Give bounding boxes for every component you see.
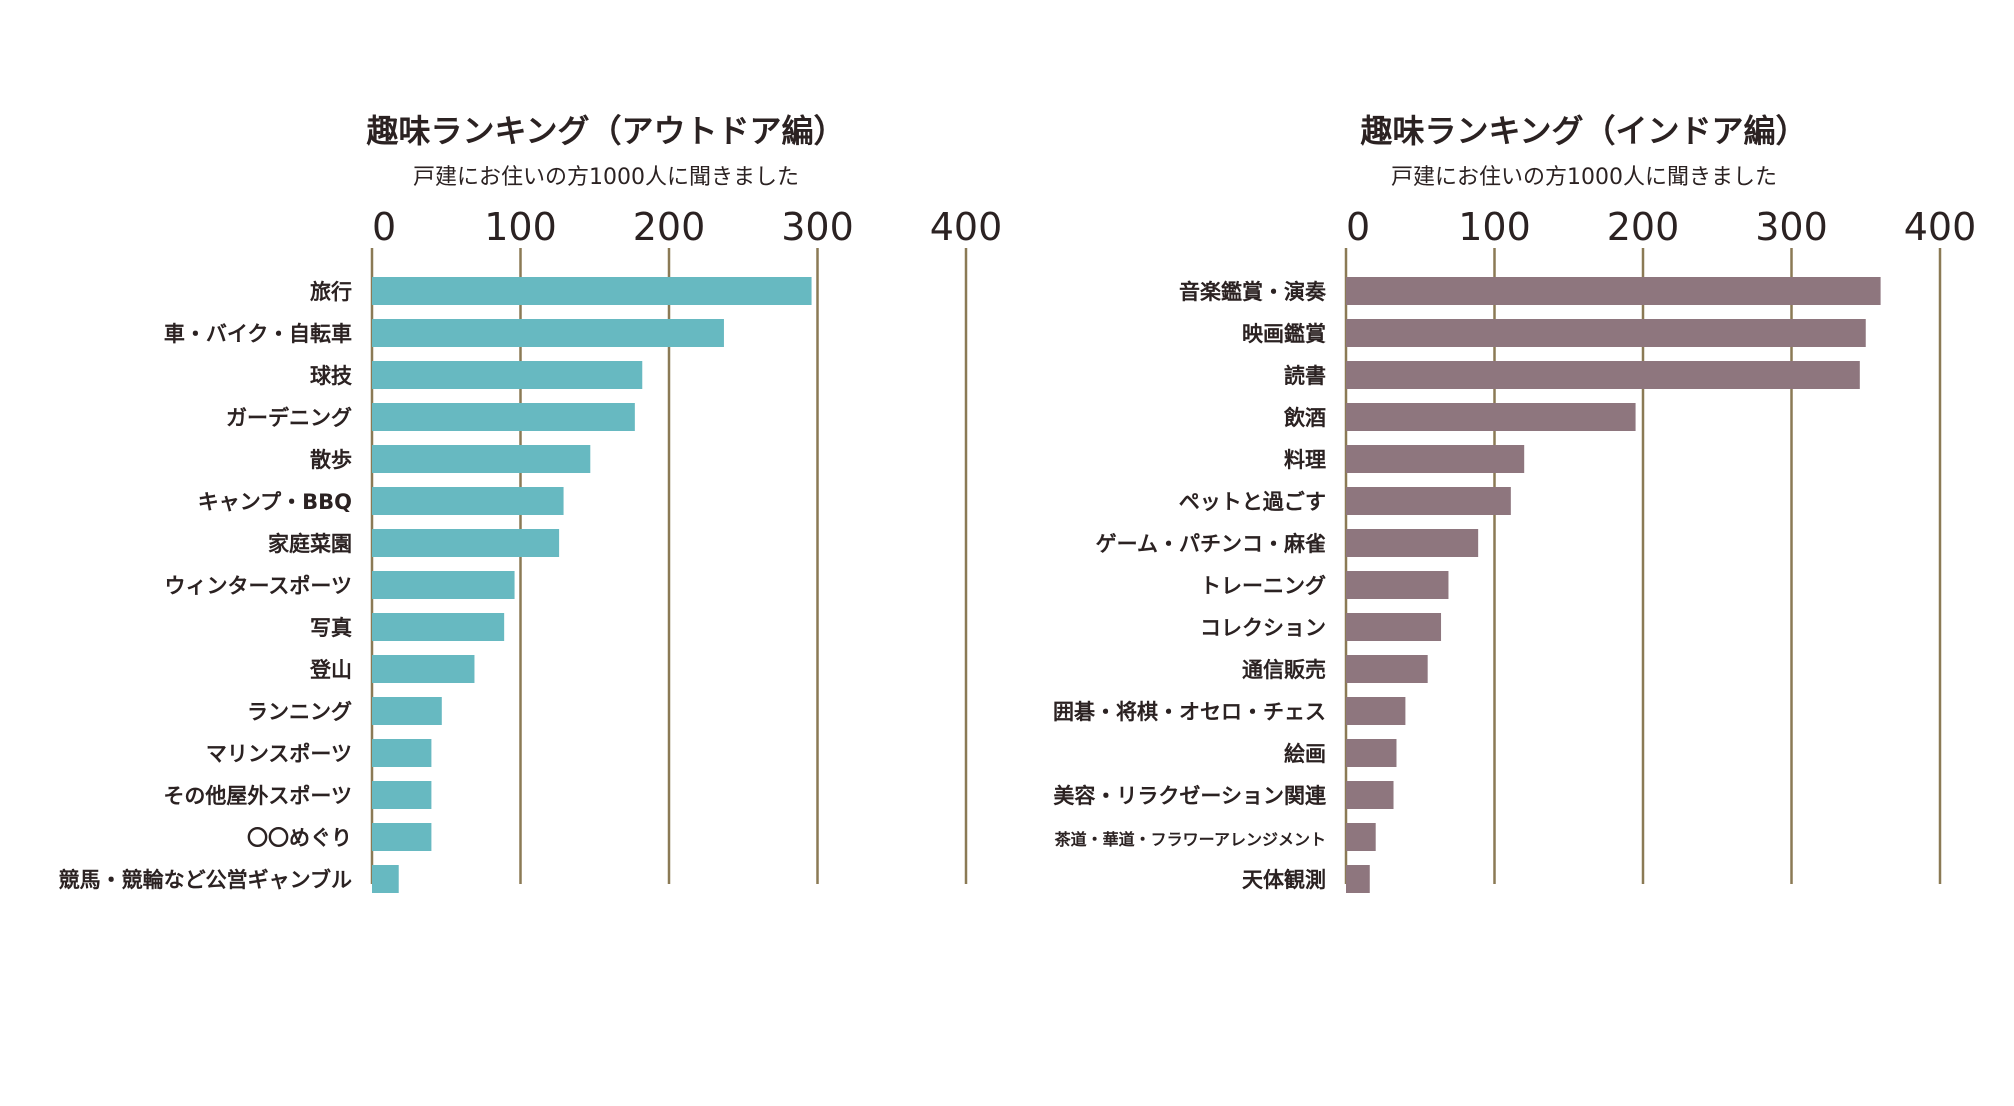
category-label: 絵画 (1284, 742, 1326, 766)
category-label: 美容・リラクゼーション関連 (1053, 784, 1327, 808)
x-axis-ticks: 0 100 200 300 400 (1346, 205, 1976, 249)
bar (1346, 697, 1406, 725)
category-label: ペットと過ごす (1179, 490, 1326, 514)
category-label: 〇〇めぐり (247, 826, 352, 850)
chart-subtitle: 戸建にお住いの方1000人に聞きました (413, 165, 799, 190)
chart-title: 趣味ランキング（アウトドア編） (366, 112, 845, 150)
chart-subtitle: 戸建にお住いの方1000人に聞きました (1391, 165, 1777, 190)
x-tick-label: 300 (781, 205, 854, 249)
category-labels: 音楽鑑賞・演奏映画鑑賞読書飲酒料理ペットと過ごすゲーム・パチンコ・麻雀トレーニン… (1053, 280, 1327, 892)
category-label: 茶道・華道・フラワーアレンジメント (1054, 830, 1326, 849)
indoor-hobby-chart: 趣味ランキング（インドア編） 戸建にお住いの方1000人に聞きました 0 100 2… (1053, 112, 1976, 893)
category-label: 通信販売 (1242, 658, 1326, 682)
category-label: 写真 (310, 616, 352, 640)
bar (1346, 823, 1376, 851)
bar (1346, 361, 1860, 389)
bar (1346, 487, 1511, 515)
category-label: 旅行 (310, 280, 352, 304)
bars (1346, 277, 1881, 893)
bar (1346, 319, 1866, 347)
bar (372, 613, 505, 641)
bar (372, 319, 724, 347)
x-tick-label: 200 (1607, 205, 1680, 249)
x-tick-label: 100 (484, 205, 557, 249)
bar (1346, 865, 1370, 893)
category-label: ガーデニング (226, 406, 352, 430)
bar (1346, 277, 1881, 305)
bar (372, 445, 591, 473)
category-label: 映画鑑賞 (1242, 322, 1326, 346)
category-label: 球技 (310, 364, 353, 388)
x-tick-label: 300 (1755, 205, 1828, 249)
chart-title: 趣味ランキング（インドア編） (1360, 112, 1807, 150)
x-tick-label: 100 (1458, 205, 1531, 249)
x-tick-label: 0 (1346, 205, 1370, 249)
category-label: ゲーム・パチンコ・麻雀 (1096, 532, 1326, 556)
category-label: 散歩 (310, 448, 352, 472)
category-label: 囲碁・将棋・オセロ・チェス (1053, 700, 1326, 724)
category-label: 音楽鑑賞・演奏 (1179, 280, 1327, 304)
category-label: その他屋外スポーツ (163, 784, 352, 808)
bar (372, 823, 432, 851)
category-label: 天体観測 (1242, 868, 1326, 892)
bar (1346, 445, 1525, 473)
x-tick-label: 0 (372, 205, 396, 249)
x-tick-label: 400 (930, 205, 1003, 249)
category-label: 飲酒 (1283, 406, 1326, 430)
category-label: ウィンタースポーツ (164, 574, 352, 598)
category-label: 登山 (309, 658, 352, 682)
bar (372, 655, 475, 683)
bar (1346, 403, 1636, 431)
bar (1346, 529, 1479, 557)
bar (372, 697, 442, 725)
x-axis-ticks: 0 100 200 300 400 (372, 205, 1002, 249)
category-label: コレクション (1200, 616, 1326, 640)
category-label: 車・バイク・自転車 (164, 322, 352, 346)
x-tick-label: 400 (1904, 205, 1977, 249)
bar (372, 529, 560, 557)
category-label: キャンプ・BBQ (198, 490, 352, 514)
bar (1346, 571, 1449, 599)
gridlines (1344, 248, 1942, 884)
gridlines (370, 248, 968, 884)
bar (372, 781, 432, 809)
bar (372, 865, 399, 893)
bar (372, 277, 812, 305)
category-label: トレーニング (1200, 574, 1326, 598)
category-label: 料理 (1284, 448, 1326, 472)
category-label: マリンスポーツ (206, 742, 352, 766)
bar (372, 571, 515, 599)
bar (372, 487, 564, 515)
bars (372, 277, 812, 893)
category-label: ランニング (247, 700, 352, 724)
category-label: 家庭菜園 (268, 532, 352, 556)
bar (1346, 655, 1428, 683)
bar (372, 403, 635, 431)
category-label: 競馬・競輪など公営ギャンブル (59, 868, 352, 892)
outdoor-hobby-chart: 趣味ランキング（アウトドア編） 戸建にお住いの方1000人に聞きました 0 100… (59, 112, 1002, 893)
category-label: 読書 (1284, 364, 1326, 388)
bar (372, 361, 643, 389)
x-tick-label: 200 (633, 205, 706, 249)
bar (1346, 781, 1394, 809)
bar (1346, 739, 1397, 767)
bar (1346, 613, 1442, 641)
bar (372, 739, 432, 767)
